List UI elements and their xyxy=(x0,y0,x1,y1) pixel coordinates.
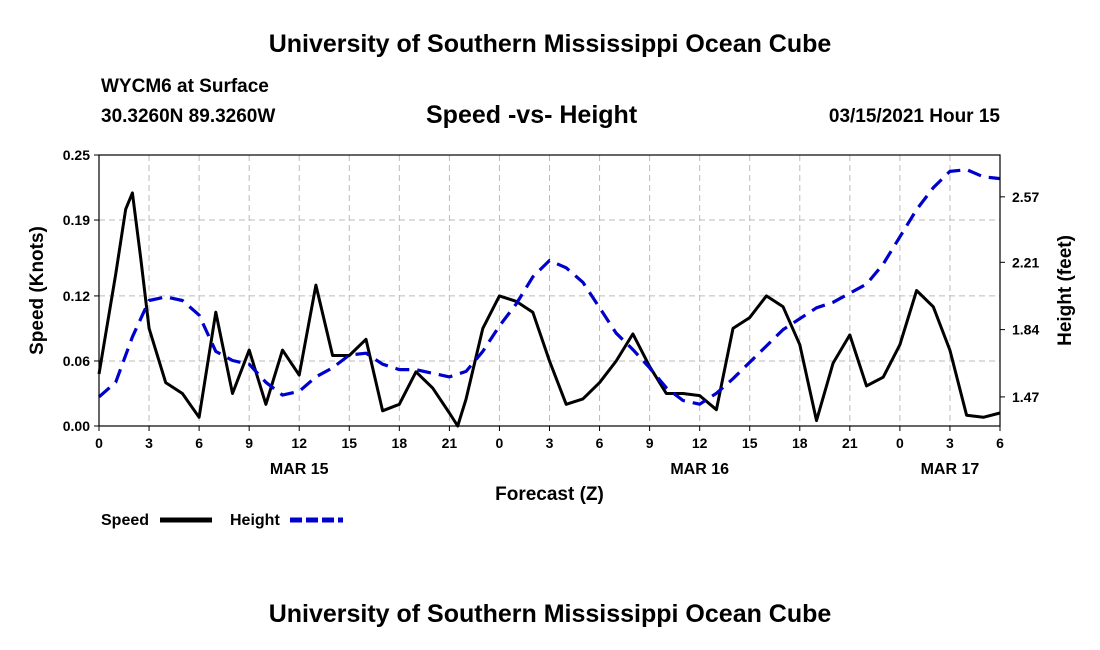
y2-axis-label: Height (feet) xyxy=(1055,235,1076,346)
y-axis-label: Speed (Knots) xyxy=(27,226,48,355)
x-tick-label: 12 xyxy=(291,435,307,451)
x-tick-label: 6 xyxy=(195,435,203,451)
x-tick-label: 21 xyxy=(842,435,858,451)
y2-tick-label: 2.57 xyxy=(1012,189,1039,205)
x-axis-label: Forecast (Z) xyxy=(495,484,604,505)
page-header-title: University of Southern Mississippi Ocean… xyxy=(268,30,832,58)
x-tick-label: 3 xyxy=(546,435,554,451)
x-tick-label: 6 xyxy=(996,435,1004,451)
series-line-height xyxy=(97,168,1001,406)
chart-title: Speed -vs- Height xyxy=(426,101,638,129)
forecast-run-time: 03/15/2021 Hour 15 xyxy=(828,106,1000,127)
legend-height-label: Height xyxy=(230,512,280,529)
y2-tick-label: 1.84 xyxy=(1012,322,1039,338)
y-tick-label: 0.06 xyxy=(63,353,90,369)
grid-lines xyxy=(99,155,1000,426)
station-coordinates: 30.3260N 89.3260W xyxy=(101,106,276,127)
y2-tick-label: 1.47 xyxy=(1012,389,1039,405)
legend-speed-label: Speed xyxy=(101,512,149,529)
x-tick-label: 3 xyxy=(145,435,153,451)
x-tick-label: 0 xyxy=(896,435,904,451)
legend: Speed Height xyxy=(101,512,343,529)
x-date-label: MAR 15 xyxy=(270,461,329,478)
y-tick-label: 0.12 xyxy=(63,288,90,304)
x-tick-label: 12 xyxy=(692,435,708,451)
axes: 0 3 6 9 12 15 18 21 0 3 6 9 12 15 18 21 0 3 6 MAR 15 MAR 16 M… xyxy=(63,147,1040,478)
x-tick-label: 0 xyxy=(95,435,103,451)
x-tick-label: 3 xyxy=(946,435,954,451)
station-name: WYCM6 at Surface xyxy=(101,76,269,97)
x-tick-label: 9 xyxy=(245,435,253,451)
series-line-speed xyxy=(97,191,1001,428)
y-tick-label: 0.19 xyxy=(63,212,90,228)
y2-tick-label: 2.21 xyxy=(1012,254,1039,270)
x-tick-label: 18 xyxy=(392,435,408,451)
x-date-label: MAR 16 xyxy=(670,461,729,478)
page-footer-title: University of Southern Mississippi Ocean… xyxy=(268,600,832,628)
x-date-label: MAR 17 xyxy=(921,461,980,478)
x-tick-label: 15 xyxy=(742,435,758,451)
y-tick-label: 0.25 xyxy=(63,147,90,163)
series-layer xyxy=(97,168,1001,428)
x-tick-label: 9 xyxy=(646,435,654,451)
x-tick-label: 18 xyxy=(792,435,808,451)
x-tick-label: 21 xyxy=(442,435,458,451)
x-tick-label: 6 xyxy=(596,435,604,451)
x-tick-label: 15 xyxy=(341,435,357,451)
y-tick-label: 0.00 xyxy=(63,418,90,434)
x-tick-label: 0 xyxy=(496,435,504,451)
